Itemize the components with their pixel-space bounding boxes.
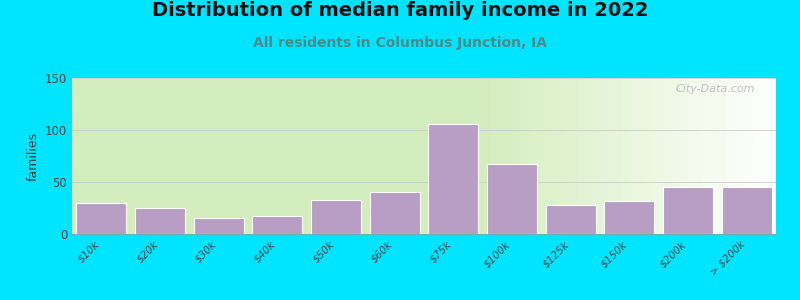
- Bar: [593, 78, 600, 234]
- Bar: [563, 78, 570, 234]
- Bar: [311, 200, 361, 234]
- Bar: [600, 78, 607, 234]
- Bar: [663, 187, 713, 234]
- Bar: [77, 203, 126, 234]
- Bar: [194, 218, 243, 234]
- Bar: [546, 205, 595, 234]
- Bar: [370, 192, 419, 234]
- Bar: [512, 78, 519, 234]
- Bar: [674, 78, 681, 234]
- Bar: [769, 78, 776, 234]
- Bar: [605, 201, 654, 234]
- Bar: [556, 78, 563, 234]
- Bar: [549, 78, 556, 234]
- Bar: [762, 78, 769, 234]
- Bar: [135, 208, 185, 234]
- Bar: [429, 124, 478, 234]
- Text: All residents in Columbus Junction, IA: All residents in Columbus Junction, IA: [253, 36, 547, 50]
- Bar: [630, 78, 637, 234]
- Bar: [637, 78, 644, 234]
- Bar: [72, 78, 482, 234]
- Bar: [722, 187, 771, 234]
- Bar: [487, 164, 537, 234]
- Text: Distribution of median family income in 2022: Distribution of median family income in …: [152, 2, 648, 20]
- Bar: [688, 78, 695, 234]
- Bar: [607, 78, 614, 234]
- Bar: [718, 78, 725, 234]
- Bar: [710, 78, 718, 234]
- Bar: [666, 78, 674, 234]
- Bar: [658, 78, 666, 234]
- Bar: [534, 78, 542, 234]
- Text: City-Data.com: City-Data.com: [675, 84, 755, 94]
- Bar: [542, 78, 549, 234]
- Bar: [702, 78, 710, 234]
- Bar: [614, 78, 622, 234]
- Bar: [253, 216, 302, 234]
- Y-axis label: families: families: [26, 131, 39, 181]
- Bar: [695, 78, 702, 234]
- Bar: [732, 78, 739, 234]
- Bar: [526, 78, 534, 234]
- Bar: [498, 78, 505, 234]
- Bar: [482, 78, 490, 234]
- Bar: [754, 78, 762, 234]
- Bar: [622, 78, 630, 234]
- Bar: [578, 78, 586, 234]
- Bar: [746, 78, 754, 234]
- Bar: [681, 78, 688, 234]
- Bar: [644, 78, 651, 234]
- Bar: [725, 78, 732, 234]
- Bar: [570, 78, 578, 234]
- Bar: [739, 78, 746, 234]
- Bar: [505, 78, 512, 234]
- Bar: [490, 78, 498, 234]
- Bar: [586, 78, 593, 234]
- Bar: [519, 78, 526, 234]
- Bar: [651, 78, 658, 234]
